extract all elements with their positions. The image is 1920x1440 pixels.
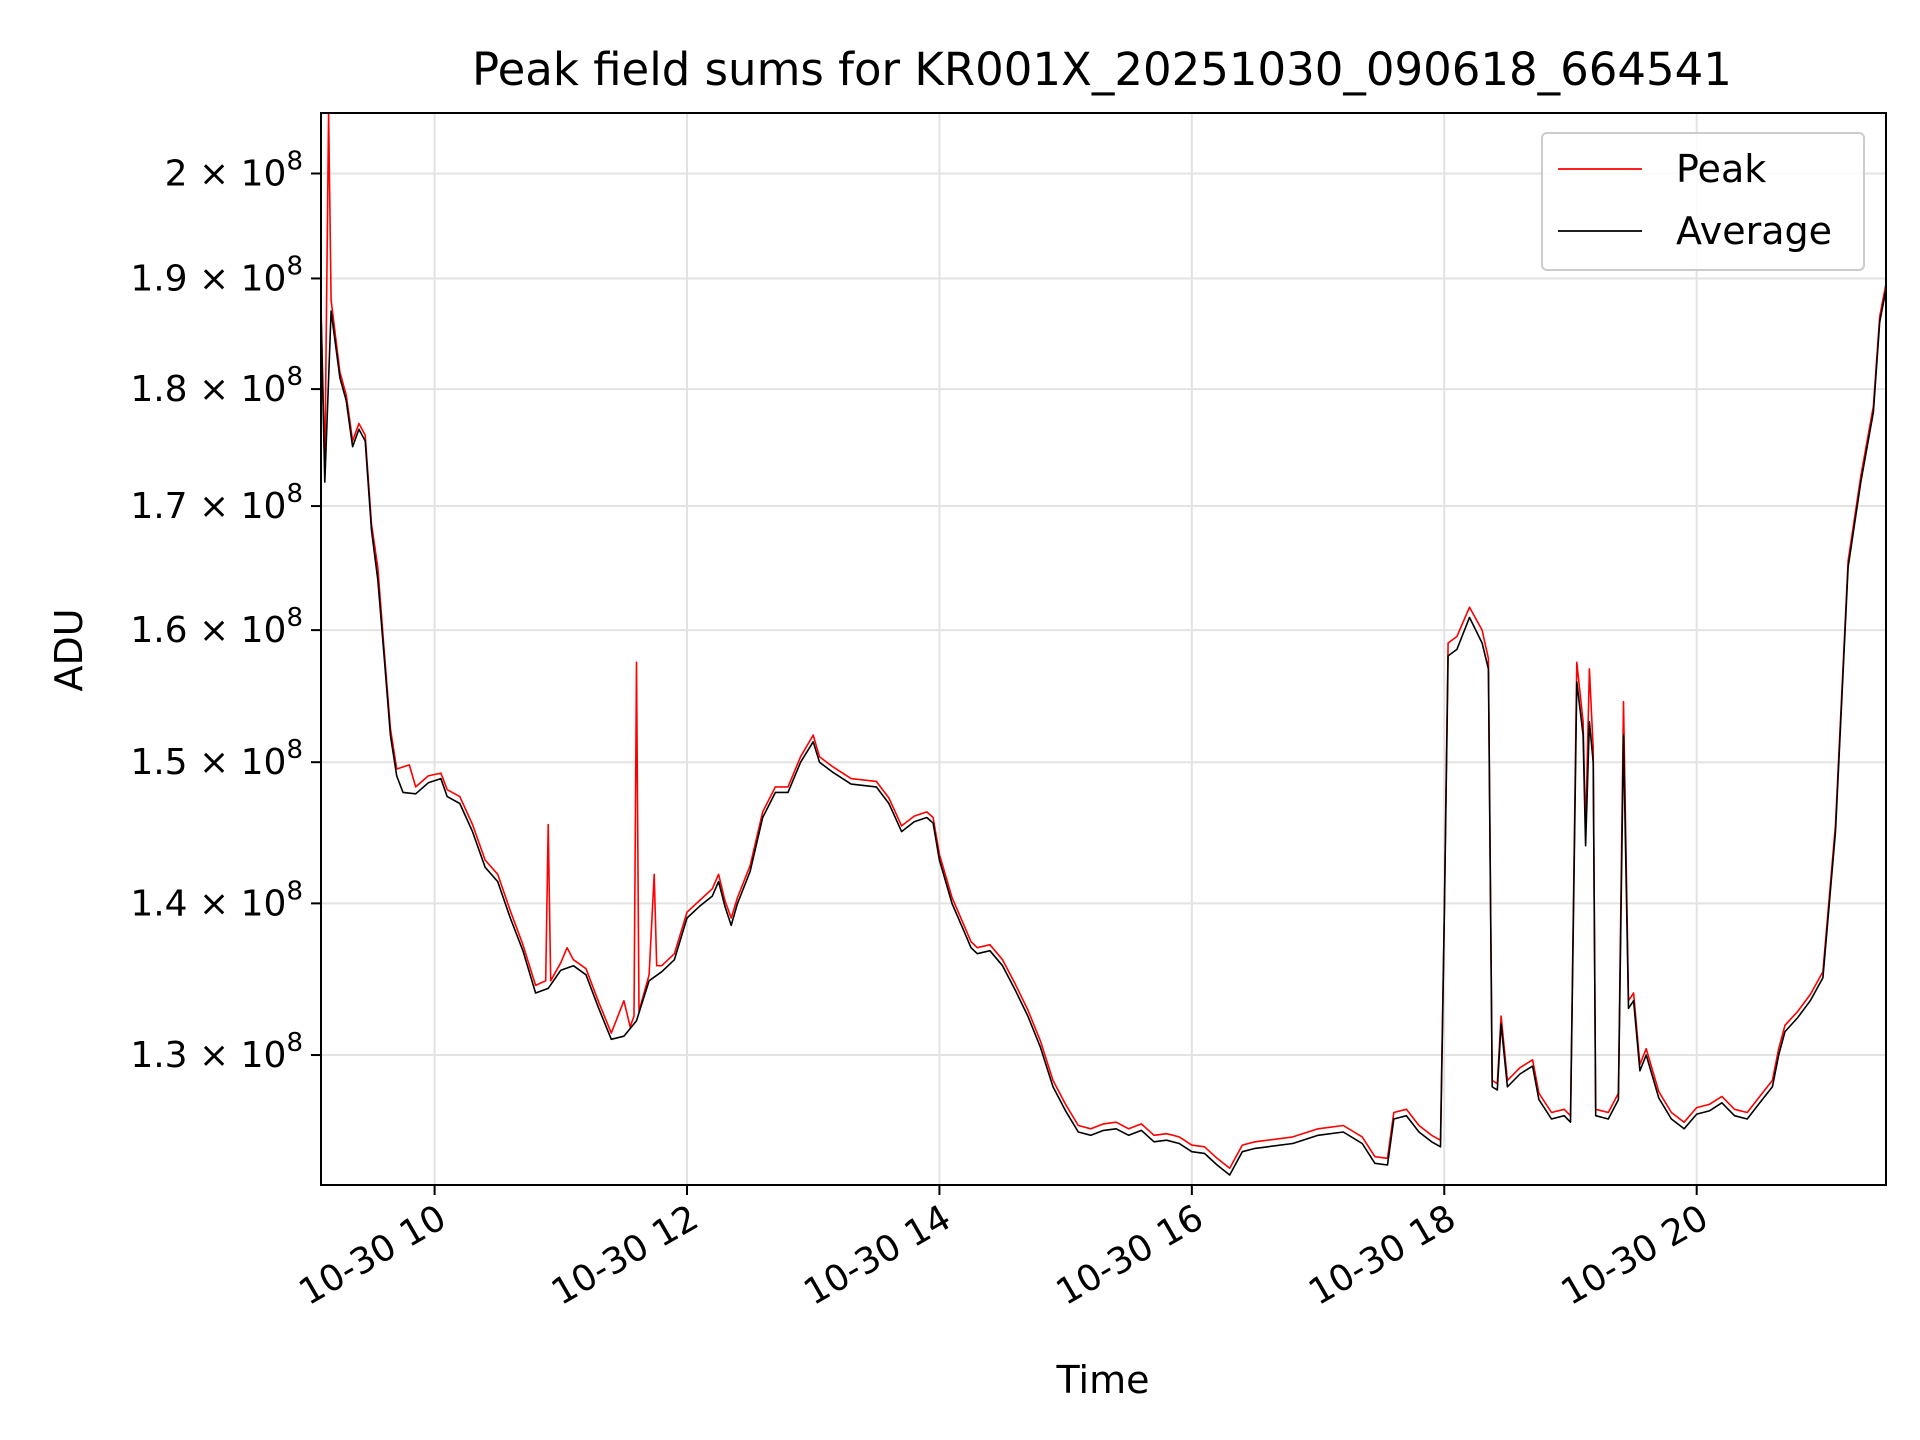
y-tick-mantissa: 1.5 <box>130 742 199 783</box>
y-tick-exponent: 8 <box>286 603 303 633</box>
y-tick-mantissa: 1.6 <box>130 610 199 651</box>
y-tick-exponent: 8 <box>286 735 303 765</box>
y-tick-mantissa: 1.8 <box>130 369 199 410</box>
y-tick-label: 1.9 × 108 <box>130 251 303 299</box>
y-tick-label: 1.5 × 108 <box>130 735 303 783</box>
y-tick-base: × 10 <box>199 1035 286 1076</box>
y-tick-exponent: 8 <box>286 251 303 281</box>
legend: Peak Average <box>1541 132 1865 271</box>
y-tick-exponent: 8 <box>286 876 303 906</box>
legend-box <box>1541 132 1865 271</box>
x-axis-label: Time <box>1056 1358 1150 1402</box>
series-layer <box>321 113 1886 1176</box>
y-tick-exponent: 8 <box>286 362 303 392</box>
y-tick-mantissa: 1.3 <box>130 1035 199 1076</box>
y-tick-label: 1.4 × 108 <box>130 876 303 924</box>
y-tick-base: × 10 <box>199 742 286 783</box>
y-tick-mantissa: 2 <box>165 153 199 194</box>
y-tick-base: × 10 <box>199 153 286 194</box>
y-tick-exponent: 8 <box>286 146 303 176</box>
legend-average-label: Average <box>1676 209 1832 253</box>
y-tick-base: × 10 <box>199 258 286 299</box>
y-tick-mantissa: 1.4 <box>130 883 199 924</box>
y-tick-label: 1.7 × 108 <box>130 479 303 527</box>
legend-peak-label: Peak <box>1676 147 1766 191</box>
series-average <box>321 289 1886 1176</box>
y-tick-base: × 10 <box>199 883 286 924</box>
y-tick-exponent: 8 <box>286 1028 303 1058</box>
y-tick-label: 1.6 × 108 <box>130 603 303 651</box>
y-tick-label: 1.3 × 108 <box>130 1028 303 1076</box>
series-line-average <box>321 289 1886 1176</box>
y-tick-label: 1.8 × 108 <box>130 362 303 410</box>
y-tick-mantissa: 1.7 <box>130 486 199 527</box>
y-tick-label: 2 × 108 <box>165 146 303 194</box>
chart-title: Peak field sums for KR001X_20251030_0906… <box>472 43 1732 96</box>
grid <box>321 113 1886 1185</box>
y-tick-mantissa: 1.9 <box>130 258 199 299</box>
y-tick-base: × 10 <box>199 610 286 651</box>
plot-frame <box>320 112 1887 1186</box>
y-tick-base: × 10 <box>199 486 286 527</box>
y-axis-label: ADU <box>47 608 91 691</box>
y-tick-base: × 10 <box>199 369 286 410</box>
y-tick-exponent: 8 <box>286 479 303 509</box>
